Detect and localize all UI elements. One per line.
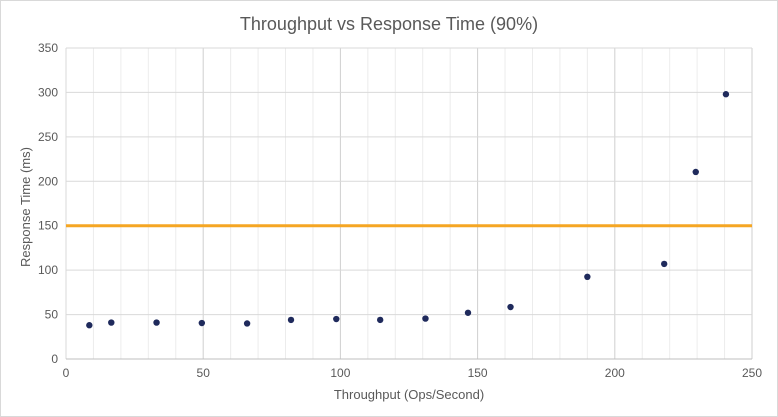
y-tick-label: 100 [38,263,58,277]
x-tick-label: 100 [330,366,350,380]
data-point [243,320,251,327]
y-tick-label: 0 [51,352,58,366]
x-tick-label: 250 [742,366,762,380]
y-tick-label: 250 [38,130,58,144]
y-axis-ticks: 0 50 100 150 200 250 300 350 [38,41,58,366]
y-tick-label: 50 [45,308,59,322]
data-point [153,319,160,326]
data-point [86,322,93,329]
gridlines [65,47,753,360]
x-tick-label: 150 [468,366,488,380]
data-points [86,91,730,329]
chart-title: Throughput vs Response Time (90%) [240,14,538,34]
x-tick-label: 0 [63,366,70,380]
data-point [692,168,699,176]
x-tick-label: 50 [197,366,211,380]
y-tick-label: 300 [38,85,58,99]
data-point [198,319,206,327]
data-point [108,319,115,326]
data-point [422,315,429,322]
data-point [333,315,340,323]
y-tick-label: 200 [38,174,58,188]
data-point [287,316,295,324]
data-point [464,309,472,316]
data-point [722,91,730,98]
y-tick-label: 150 [38,219,58,233]
x-axis-title: Throughput (Ops/Second) [334,387,484,402]
x-tick-label: 200 [605,366,625,380]
data-point [507,303,514,311]
y-tick-label: 350 [38,41,58,55]
data-point [376,316,384,324]
data-point [660,260,668,268]
y-axis-title: Response Time (ms) [18,147,33,267]
data-point [584,273,591,281]
x-axis-ticks: 0 50 100 150 200 250 [63,366,763,380]
